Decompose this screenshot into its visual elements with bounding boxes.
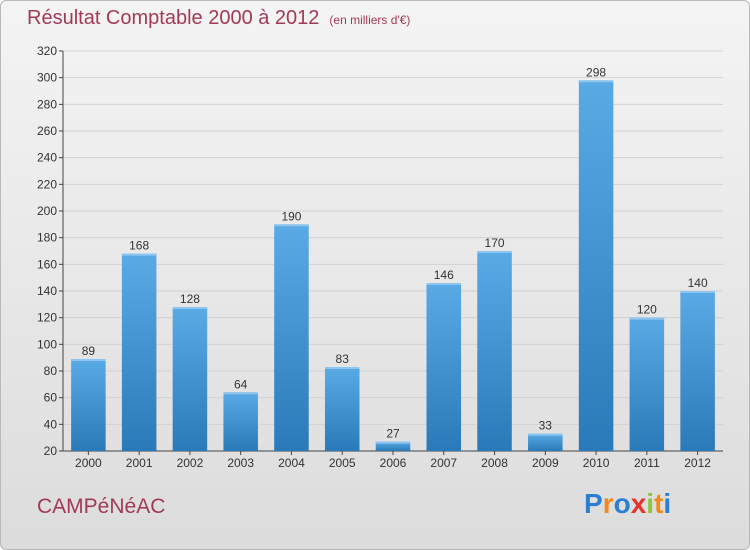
x-tick-label: 2011 xyxy=(634,456,660,470)
y-tick-label: 20 xyxy=(44,444,58,458)
x-tick-label: 2005 xyxy=(329,456,356,470)
logo-letter: P xyxy=(584,488,603,519)
data-label: 168 xyxy=(129,239,149,253)
data-label: 120 xyxy=(637,303,657,317)
y-tick-label: 160 xyxy=(37,257,57,271)
y-tick-label: 220 xyxy=(37,177,57,191)
x-tick-label: 2001 xyxy=(126,456,153,470)
y-tick-label: 40 xyxy=(44,417,58,431)
x-tick-label: 2008 xyxy=(481,456,508,470)
logo-letter: r xyxy=(602,488,614,519)
bar-highlight xyxy=(71,359,106,361)
bar-highlight xyxy=(274,224,309,227)
bar-highlight xyxy=(426,283,462,285)
bar-highlight xyxy=(528,433,563,436)
bar-highlight xyxy=(324,367,360,369)
data-label: 89 xyxy=(82,344,96,358)
y-tick-label: 240 xyxy=(37,151,57,165)
y-tick-label: 260 xyxy=(37,124,57,138)
bar xyxy=(528,433,563,451)
bar xyxy=(71,359,106,451)
y-tick-label: 60 xyxy=(44,391,58,405)
x-tick-label: 2006 xyxy=(380,456,407,470)
y-tick-label: 320 xyxy=(37,44,57,58)
data-label: 27 xyxy=(386,427,400,441)
x-tick-label: 2002 xyxy=(177,456,204,470)
y-tick-label: 200 xyxy=(37,204,57,218)
bar xyxy=(680,291,715,451)
y-tick-label: 280 xyxy=(37,97,57,111)
bar-highlight xyxy=(578,80,614,83)
y-tick-label: 180 xyxy=(37,231,57,245)
bar xyxy=(375,441,411,451)
bar-highlight xyxy=(121,253,157,256)
data-label: 190 xyxy=(281,209,301,223)
chart-title-text: Résultat Comptable 2000 à 2012 xyxy=(27,7,320,29)
y-tick-label: 80 xyxy=(44,364,58,378)
bar-highlight xyxy=(172,307,208,309)
data-label: 170 xyxy=(485,236,505,250)
bar xyxy=(578,80,614,451)
bar-highlight xyxy=(223,392,258,395)
logo-letter: o xyxy=(613,488,631,519)
bar xyxy=(223,392,258,451)
bar xyxy=(426,283,462,451)
x-tick-label: 2007 xyxy=(430,456,457,470)
x-tick-label: 2004 xyxy=(278,456,305,470)
data-label: 298 xyxy=(586,65,606,79)
bar xyxy=(324,367,360,451)
logo-letter: i xyxy=(646,488,655,519)
logo-letter: i xyxy=(663,488,672,519)
y-tick-label: 100 xyxy=(37,337,57,351)
bar xyxy=(172,307,208,451)
bar-highlight xyxy=(375,441,411,444)
data-label: 64 xyxy=(234,377,248,391)
y-tick-label: 300 xyxy=(37,71,57,85)
bar xyxy=(629,317,665,451)
x-tick-label: 2010 xyxy=(583,456,610,470)
chart-subtitle: (en milliers d'€) xyxy=(329,13,411,27)
data-label: 128 xyxy=(180,292,200,306)
x-tick-label: 2012 xyxy=(684,456,711,470)
data-label: 140 xyxy=(688,276,708,290)
bar-highlight xyxy=(629,317,665,320)
x-tick-label: 2003 xyxy=(227,456,254,470)
y-tick-label: 140 xyxy=(37,284,57,298)
bar-highlight xyxy=(477,251,512,253)
commune-name: CAMPéNéAC xyxy=(37,495,166,518)
x-tick-label: 2000 xyxy=(75,456,102,470)
proxiti-logo: Proxiti xyxy=(584,488,671,520)
logo-letter: x xyxy=(630,488,647,519)
bar xyxy=(121,253,157,451)
bar xyxy=(477,251,512,451)
data-label: 146 xyxy=(434,268,454,282)
logo-letter: t xyxy=(654,488,664,519)
bar xyxy=(274,224,309,451)
chart-title: Résultat Comptable 2000 à 2012 (en millie… xyxy=(27,7,410,30)
data-label: 33 xyxy=(539,419,553,433)
data-label: 83 xyxy=(336,352,350,366)
y-tick-label: 120 xyxy=(37,311,57,325)
bar-highlight xyxy=(680,291,715,293)
x-tick-label: 2009 xyxy=(532,456,559,470)
